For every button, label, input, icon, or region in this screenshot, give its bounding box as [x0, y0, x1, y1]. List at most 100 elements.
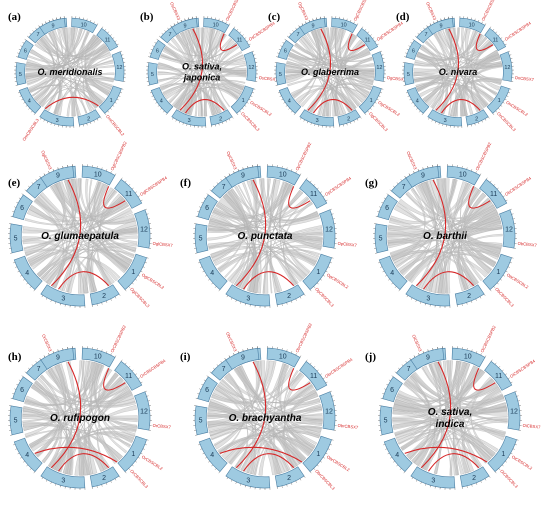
chromosome-tick: [505, 460, 507, 463]
chromosome-number: 12: [140, 226, 148, 233]
chromosome-number: 1: [496, 269, 500, 276]
chromosome-tick: [231, 297, 233, 300]
synteny-ribbon: [291, 49, 374, 67]
gene-label: OgCBSCBSPB4: [376, 20, 405, 42]
gene-label: OiCBSX3: [411, 334, 423, 353]
chromosome-tick: [409, 358, 412, 361]
chromosome-tick: [124, 362, 127, 365]
synteny-ribbon: [326, 27, 353, 112]
gene-label: OpCBSCBL2: [326, 272, 350, 290]
chromosome-number: 5: [407, 72, 410, 78]
chromosome-12: [111, 51, 125, 82]
synteny-ribbon: [235, 366, 323, 425]
chromosome-tick: [20, 456, 23, 459]
chromosome-tick: [507, 92, 510, 94]
chromosome-tick: [406, 295, 409, 298]
chromosome-tick: [148, 56, 151, 58]
chromosome-tick: [17, 452, 20, 455]
synteny-ribbon: [411, 371, 508, 416]
chromosome-tick: [90, 20, 92, 23]
chromosome-tick: [384, 388, 387, 390]
chromosome-tick: [101, 26, 104, 29]
synteny-ribbon: [437, 199, 493, 294]
chromosome-number: 11: [310, 191, 317, 198]
species-name: O. sativa,: [182, 62, 222, 72]
chromosome-tick: [474, 18, 476, 21]
chromosome-number: 7: [37, 366, 41, 373]
chromosome-2: [77, 109, 101, 126]
chromosome-tick: [197, 211, 200, 213]
chromosome-tick: [152, 45, 155, 47]
gene-label: OmCBSCBL2: [105, 114, 126, 138]
species-name: O. glaberrima: [301, 67, 359, 77]
chromosome-tick: [228, 355, 231, 358]
chromosome-9: [299, 17, 326, 35]
chromosome-tick: [314, 123, 316, 126]
chromosome-number: 10: [279, 171, 287, 178]
chromosome-tick: [325, 452, 328, 455]
chromosome-tick: [29, 32, 32, 35]
chromosome-tick: [408, 173, 411, 176]
chromosome-tick: [322, 456, 325, 459]
chromosome-tick: [475, 298, 477, 301]
chromosome-tick: [496, 282, 499, 285]
chromosome-number: 5: [14, 235, 18, 242]
synteny-ribbon: [215, 385, 289, 472]
chromosome-2: [89, 284, 120, 306]
chromosome-number: 10: [94, 171, 102, 178]
chromosome-tick: [498, 468, 501, 470]
chromosome-tick: [494, 471, 497, 474]
chromosome-10: [203, 17, 230, 34]
chromosome-tick: [106, 300, 108, 303]
species-label: O. glaberrima: [301, 67, 359, 77]
chromosome-tick: [35, 361, 38, 363]
chromosome-tick: [218, 123, 220, 126]
highlight-link: [44, 96, 99, 110]
chromosome-12: [134, 391, 151, 431]
chromosome-tick: [394, 286, 397, 288]
chromosome-tick: [158, 35, 161, 38]
panel-letter: (f): [180, 177, 191, 189]
panel-b: 123456789101112OsCBSX3OsCBSCBSPB2OsCBSCB…: [140, 0, 279, 133]
chromosome-tick: [186, 123, 188, 126]
chromosome-tick: [484, 23, 487, 26]
chromosome-tick: [403, 471, 406, 474]
chromosome-5: [9, 405, 24, 436]
gene-label: OgCBSCBL2: [377, 100, 401, 118]
synteny-ribbon: [164, 83, 242, 100]
chromosome-tick: [375, 215, 378, 217]
synteny-ribbon: [437, 178, 500, 260]
gene-label: ObCBSCBSPB2: [474, 141, 492, 171]
panel-h: 123456789101112OrCBSX3OrCBSCBSPB2OrCBSCB…: [8, 324, 172, 490]
synteny-ribbon: [454, 27, 503, 68]
highlight-links: [415, 179, 491, 290]
chromosome-4: [406, 87, 430, 114]
chromosome-3: [39, 109, 75, 127]
chromosome-tick: [480, 353, 482, 356]
gene-label: ObrCBSCBSPB2: [294, 322, 313, 354]
chromosome-tick: [291, 300, 293, 303]
synteny-ribbon: [22, 381, 126, 417]
chromosome-tick: [248, 43, 251, 46]
chromosome-number: 10: [279, 353, 287, 360]
synteny-ribbon: [192, 28, 245, 63]
chromosome-tick: [329, 444, 332, 446]
chromosome-tick: [327, 266, 330, 268]
chromosome-number: 11: [365, 38, 371, 44]
synteny-ribbon: [189, 45, 240, 116]
synteny-ribbon: [43, 35, 108, 58]
chromosome-tick: [149, 52, 152, 54]
chromosome-tick: [220, 361, 223, 363]
chromosome-tick: [20, 274, 23, 277]
gene-label: OiCBSCBSPB2: [479, 324, 497, 353]
chromosome-tick: [509, 208, 512, 210]
synteny-ribbon: [37, 256, 119, 282]
chromosome-tick: [289, 32, 292, 35]
chromosome-tick: [216, 364, 219, 367]
highlight-link: [473, 368, 496, 391]
chromosome-tick: [231, 479, 233, 482]
chromosome-tick: [101, 302, 103, 305]
chromosome-10: [81, 347, 116, 368]
chromosome-tick: [292, 30, 295, 33]
chromosome-tick: [90, 121, 92, 124]
